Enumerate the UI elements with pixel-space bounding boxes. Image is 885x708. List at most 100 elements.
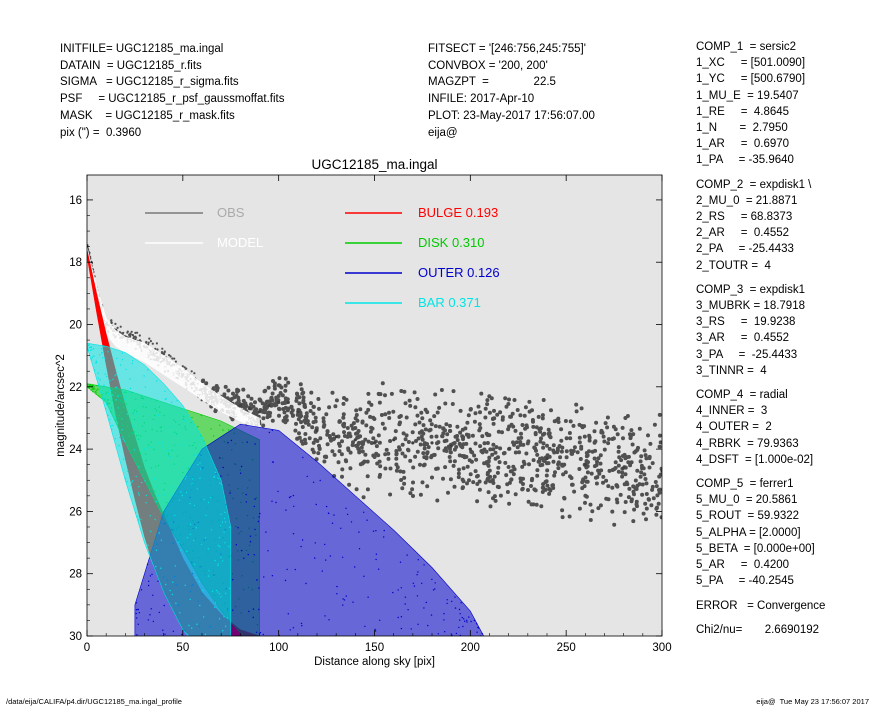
band-point-bar xyxy=(181,494,183,497)
obs-point xyxy=(559,449,564,454)
band-point-model xyxy=(231,409,234,411)
obs-point xyxy=(360,419,365,424)
obs-point xyxy=(342,430,346,435)
obs-point xyxy=(215,388,220,393)
band-point-bar xyxy=(91,349,93,351)
band-point-outer xyxy=(346,513,349,516)
header-info-line: INFILE: 2017-Apr-10 xyxy=(428,93,535,106)
obs-point xyxy=(551,483,555,488)
obs-point xyxy=(266,412,271,417)
obs-point xyxy=(628,434,633,439)
obs-point xyxy=(637,482,642,487)
obs-point xyxy=(542,431,547,436)
band-point-bar xyxy=(188,465,190,468)
obs-point xyxy=(652,422,657,427)
obs-point xyxy=(629,460,634,465)
obs-point xyxy=(129,332,132,335)
obs-point xyxy=(616,449,621,454)
band-point-outer xyxy=(466,619,468,621)
band-point-outer xyxy=(314,542,316,544)
band-point-outer xyxy=(232,609,234,611)
obs-point xyxy=(374,444,379,449)
band-point-model xyxy=(161,364,164,366)
obs-point xyxy=(132,337,135,340)
obs-point xyxy=(569,476,574,480)
obs-point xyxy=(647,454,652,459)
obs-point xyxy=(587,433,592,438)
obs-point xyxy=(498,493,503,498)
band-point-model xyxy=(161,368,163,370)
obs-point xyxy=(601,480,605,485)
band-point-model xyxy=(125,349,127,351)
obs-point xyxy=(358,434,363,439)
obs-point xyxy=(626,460,631,465)
obs-point xyxy=(492,408,496,413)
band-point-outer xyxy=(399,561,402,563)
obs-point xyxy=(346,448,351,452)
band-point-outer xyxy=(265,531,267,533)
obs-point xyxy=(402,389,407,394)
obs-point xyxy=(650,484,655,489)
band-point-outer xyxy=(140,589,143,591)
obs-point xyxy=(631,489,636,494)
obs-point xyxy=(428,427,433,432)
obs-point xyxy=(498,446,503,451)
obs-point xyxy=(629,428,634,433)
band-point-model xyxy=(148,346,150,348)
band-point-outer xyxy=(375,530,377,532)
band-point-outer xyxy=(254,528,256,531)
obs-point xyxy=(465,481,469,486)
obs-point xyxy=(560,508,565,513)
obs-point xyxy=(535,473,540,478)
band-point-outer xyxy=(136,608,138,611)
obs-point xyxy=(423,427,428,432)
obs-point xyxy=(650,461,655,466)
band-point-bar xyxy=(218,536,221,539)
band-point-model xyxy=(213,399,215,401)
obs-point xyxy=(418,462,422,467)
obs-point xyxy=(307,436,312,441)
band-point-bar xyxy=(115,373,117,376)
band-point-outer xyxy=(268,431,271,434)
obs-point xyxy=(324,455,329,459)
obs-point xyxy=(567,514,572,519)
obs-point xyxy=(311,404,316,409)
obs-point xyxy=(443,401,448,406)
obs-point xyxy=(361,495,366,500)
band-point-bar xyxy=(207,575,210,577)
obs-profile-point xyxy=(545,456,549,461)
obs-point xyxy=(538,429,543,434)
band-point-outer xyxy=(407,609,409,611)
obs-point xyxy=(393,429,398,434)
band-point-model xyxy=(151,348,153,350)
obs-point xyxy=(283,376,288,381)
obs-point xyxy=(403,437,408,442)
band-point-outer xyxy=(372,530,375,532)
obs-point xyxy=(640,482,645,487)
obs-point xyxy=(408,403,413,408)
band-point-outer xyxy=(325,559,327,561)
obs-point xyxy=(506,465,511,469)
band-point-model xyxy=(109,333,111,335)
obs-point xyxy=(437,424,442,429)
band-point-bar xyxy=(213,476,215,479)
band-point-model xyxy=(231,414,234,416)
obs-point xyxy=(281,407,286,411)
obs-point xyxy=(415,449,420,454)
band-point-bar xyxy=(214,471,217,474)
obs-point xyxy=(595,475,600,480)
obs-point xyxy=(648,441,653,446)
band-point-model xyxy=(176,368,178,370)
obs-point xyxy=(644,456,649,461)
band-point-bar xyxy=(95,362,97,364)
obs-point xyxy=(599,468,604,473)
band-point-disk xyxy=(197,426,199,428)
component-param-line: 1_N = 2.7950 xyxy=(696,122,788,135)
obs-point xyxy=(583,500,587,505)
obs-point xyxy=(418,492,423,497)
obs-point xyxy=(395,465,400,470)
band-point-disk xyxy=(92,390,94,393)
band-point-model xyxy=(101,311,103,313)
band-point-bar xyxy=(97,372,100,374)
obs-point xyxy=(460,486,465,491)
